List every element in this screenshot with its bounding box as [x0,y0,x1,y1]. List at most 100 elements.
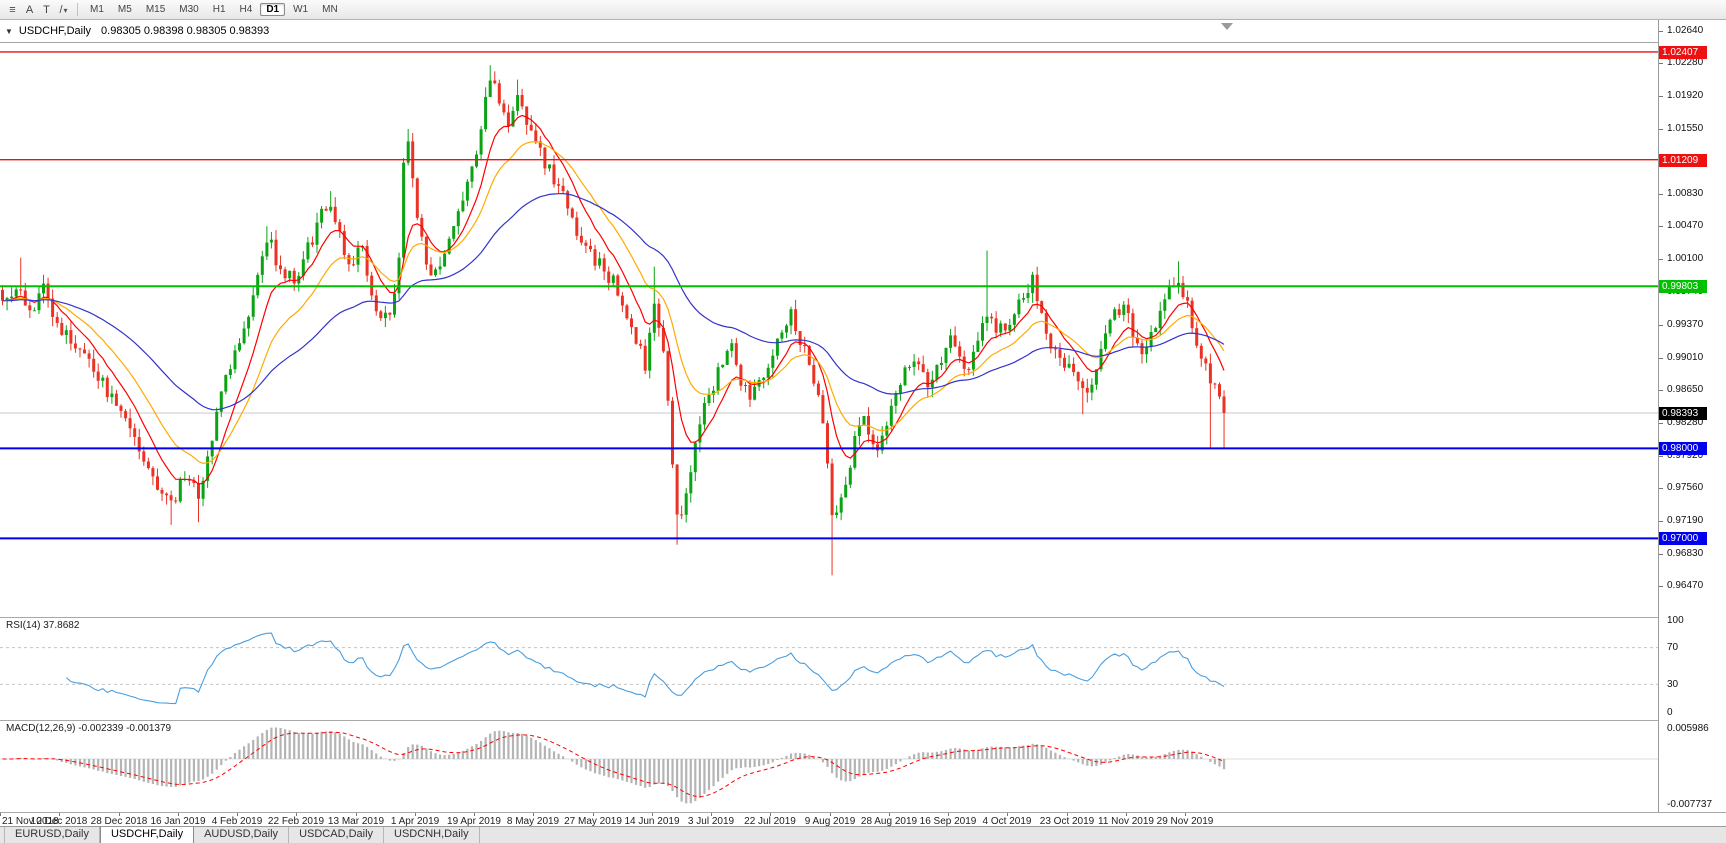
date-label: 4 Feb 2019 [211,816,263,827]
date-tick-mark [119,813,120,816]
toolbar-separator [77,3,78,16]
panel-separator[interactable] [0,617,1726,618]
hline-price-tag: 1.01209 [1659,154,1707,167]
text-tool-icon[interactable]: T [43,3,50,16]
date-label: 29 Nov 2019 [1156,816,1214,827]
price-tick-label: 0.97190 [1667,515,1704,526]
rsi-label: RSI(14) 37.8682 [6,620,80,631]
date-tick-mark [770,813,771,816]
price-tick-label: 0.96830 [1667,548,1704,559]
price-tick-mark [1659,554,1663,555]
price-tick-mark [1659,129,1663,130]
tab-usdcnh-daily[interactable]: USDCNH,Daily [384,827,480,843]
date-tick-mark [1126,813,1127,816]
timeframe-group: M1 M5 M15 M30 H1 H4 D1 W1 MN [83,3,345,16]
price-tick-mark [1659,456,1663,457]
axis-separator [0,812,1726,813]
candlestick-plot[interactable] [0,20,1658,617]
price-tick-label: 0.99010 [1667,352,1704,363]
price-tick-mark [1659,488,1663,489]
chart-tab-bar: EURUSD,Daily USDCHF,Daily AUDUSD,Daily USDC… [0,826,1726,843]
timeframe-h4-button[interactable]: H4 [239,4,253,15]
rsi-plot[interactable] [0,618,1658,719]
tab-usdchf-daily[interactable]: USDCHF,Daily [99,827,195,843]
price-tick-mark [1659,521,1663,522]
date-tick-mark [237,813,238,816]
date-label: 16 Sep 2019 [919,816,977,827]
date-tick-mark [1007,813,1008,816]
hline-price-tag: 1.02407 [1659,46,1707,59]
date-label: 19 Apr 2019 [447,816,501,827]
tab-usdcad-daily[interactable]: USDCAD,Daily [289,827,385,843]
dropdown-caret-icon: ▾ [63,5,68,15]
trendline-tool-icon[interactable]: /▾ [55,4,72,16]
price-tick-mark [1659,226,1663,227]
date-label: 28 Aug 2019 [860,816,918,827]
price-tick-label: 1.00830 [1667,188,1704,199]
macd-plot[interactable] [0,721,1658,811]
tab-audusd-daily[interactable]: AUDUSD,Daily [194,827,290,843]
macd-scale-bottom-label: -0.007737 [1667,799,1713,810]
top-toolbar: ≡ A T /▾ M1 M5 M15 M30 H1 H4 D1 W1 MN [0,0,1726,20]
hline-price-tag: 0.98000 [1659,442,1707,455]
date-tick-mark [948,813,949,816]
date-tick-mark [474,813,475,816]
macd-label: MACD(12,26,9) -0.002339 -0.001379 [6,723,172,734]
rsi-level-label: 0 [1667,707,1673,718]
timeframe-w1-button[interactable]: W1 [293,4,309,15]
tab-eurusd-daily[interactable]: EURUSD,Daily [4,827,100,843]
date-tick-mark [830,813,831,816]
annotate-a-icon[interactable]: A [25,3,34,16]
price-tick-mark [1659,586,1663,587]
date-tick-mark [296,813,297,816]
price-tick-mark [1659,423,1663,424]
timeframe-h1-button[interactable]: H1 [212,4,226,15]
price-scale[interactable]: 100 70 30 0 0.005986 -0.007737 1.02640 1.… [1659,20,1726,812]
date-label: 1 Apr 2019 [390,816,440,827]
date-label: 11 Nov 2019 [1098,816,1154,827]
timeframe-m1-button[interactable]: M1 [90,4,104,15]
timeframe-m5-button[interactable]: M5 [117,4,132,15]
price-tick-label: 0.98280 [1667,417,1704,428]
date-label: 8 May 2019 [506,816,560,827]
date-tick-mark [59,813,60,816]
date-tick-mark [1185,813,1186,816]
timeframe-m30-button[interactable]: M30 [179,4,199,15]
rsi-level-label: 70 [1667,642,1679,653]
date-tick-mark [711,813,712,816]
date-tick-mark [1067,813,1068,816]
date-tick-mark [889,813,890,816]
date-label: 9 Aug 2019 [804,816,856,827]
price-tick-label: 1.02640 [1667,25,1704,36]
price-tick-label: 1.02280 [1667,57,1704,68]
date-label: 21 Nov 2018 [2,816,59,827]
current-price-tag: 0.98393 [1659,407,1707,420]
date-tick-mark [652,813,653,816]
date-tick-mark [593,813,594,816]
price-tick-mark [1659,31,1663,32]
price-tick-label: 1.01550 [1667,123,1704,134]
price-tick-label: 0.97920 [1667,450,1704,461]
panel-separator[interactable] [0,720,1726,721]
price-tick-label: 1.00470 [1667,220,1704,231]
date-axis[interactable]: 21 Nov 2018 10 Dec 2018 28 Dec 2018 16 Jan … [0,813,1726,827]
price-tick-mark [1659,358,1663,359]
price-tick-mark [1659,325,1663,326]
price-tick-label: 1.00100 [1667,253,1704,264]
trendline-glyph: / [59,3,63,16]
price-tick-label: 0.98650 [1667,384,1704,395]
date-label: 27 May 2019 [564,816,622,827]
date-label: 13 Mar 2019 [327,816,385,827]
macd-scale-top-label: 0.005986 [1667,723,1709,734]
rsi-level-label: 30 [1667,679,1679,690]
hline-price-tag: 0.97000 [1659,532,1707,545]
chart-list-icon[interactable]: ≡ [9,3,16,16]
price-tick-mark [1659,63,1663,64]
price-tick-mark [1659,390,1663,391]
timeframe-m15-button[interactable]: M15 [145,4,166,15]
timeframe-mn-button[interactable]: MN [322,4,338,15]
date-label: 28 Dec 2018 [90,816,148,827]
date-label: 4 Oct 2019 [982,816,1032,827]
price-tick-label: 0.99370 [1667,319,1704,330]
timeframe-d1-button[interactable]: D1 [260,3,286,16]
